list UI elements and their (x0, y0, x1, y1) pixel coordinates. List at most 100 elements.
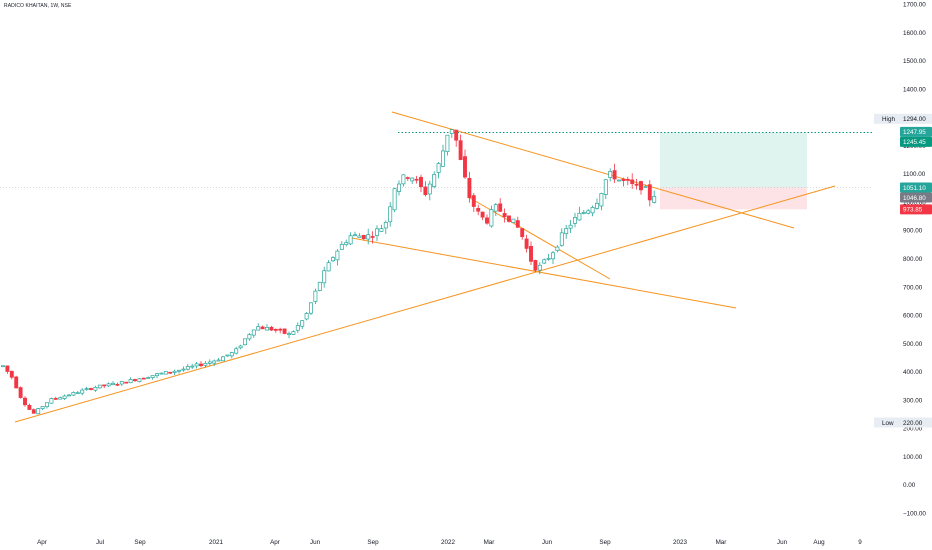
candle-body (23, 397, 27, 406)
candle-body (45, 402, 49, 408)
candle (555, 245, 560, 253)
candle (67, 393, 71, 397)
candle-body (194, 363, 199, 367)
candle (647, 180, 652, 207)
candle (458, 134, 463, 161)
price-tick-label: 400.00 (903, 369, 923, 376)
candle-body (71, 392, 76, 396)
candle (212, 359, 217, 367)
time-axis: Apr Jul Sep 2021 Apr Jun Sep 2022 Mar Jun Sep 2023 M… (37, 539, 862, 546)
candle (243, 338, 247, 346)
candle-body (102, 384, 107, 387)
candle-body (427, 183, 432, 195)
candle (392, 187, 397, 213)
candle (75, 391, 80, 395)
candle (300, 320, 305, 330)
candle-body (533, 260, 538, 271)
candle-body (639, 181, 643, 191)
candle-body (577, 212, 582, 221)
candle (524, 234, 529, 253)
candle-body (480, 211, 485, 218)
candle (551, 251, 555, 265)
candle-body (559, 232, 564, 246)
candle-body (111, 382, 115, 385)
price-tag-text: 1247.95 (903, 129, 926, 136)
candle (115, 382, 120, 387)
high-tag-box (874, 113, 932, 124)
candle (489, 205, 494, 228)
candle (168, 371, 173, 375)
price-tag-text: 1051.10 (903, 185, 926, 192)
candle (467, 171, 472, 203)
candle-body (383, 222, 388, 229)
high-tag-value: 1294.00 (903, 116, 926, 123)
candle (14, 375, 19, 389)
candle-body (397, 183, 401, 192)
candle-body (405, 177, 410, 179)
candle (89, 387, 93, 391)
candle (124, 381, 129, 384)
candle (630, 173, 635, 189)
candle-body (335, 250, 340, 261)
price-tick-label: 1100.00 (903, 171, 926, 178)
trendlines (14, 111, 836, 423)
candle-body (159, 372, 164, 375)
low-tag-box (874, 417, 932, 428)
price-tick-label: 1500.00 (903, 58, 926, 65)
candle (71, 391, 76, 397)
candle (216, 357, 221, 362)
candle (229, 351, 234, 359)
candle (309, 302, 313, 315)
candle-body (568, 224, 573, 229)
candle (97, 384, 102, 389)
candle-body (177, 369, 181, 372)
candle (313, 288, 318, 305)
price-tick-label: −100.00 (903, 511, 926, 518)
candle (542, 258, 547, 265)
candle-body (133, 379, 137, 382)
candle-body (423, 186, 428, 196)
candle (507, 215, 511, 223)
candle-body (185, 366, 190, 370)
candle-body (181, 368, 186, 371)
candle-body (287, 333, 291, 336)
candle (568, 220, 573, 233)
candle (502, 208, 507, 223)
candle (375, 225, 379, 242)
candle-body (31, 409, 36, 414)
candle-body (353, 234, 357, 237)
candle-body (388, 206, 393, 223)
candle (480, 211, 485, 221)
time-tick-label: Jun (310, 539, 321, 546)
candle (639, 180, 643, 195)
candle (304, 312, 309, 321)
candle (80, 388, 85, 396)
candle (225, 354, 230, 357)
candle (273, 328, 278, 333)
candle (643, 184, 648, 188)
candle (119, 380, 124, 387)
candle-body (155, 373, 159, 377)
candle-body (414, 178, 419, 181)
candle (370, 231, 375, 244)
candle (564, 224, 569, 239)
price-tag-text: 1245.45 (903, 139, 926, 146)
candle-body (190, 365, 195, 368)
candle (414, 175, 419, 184)
candle (652, 190, 657, 204)
candle-body (445, 134, 450, 153)
candle (31, 408, 36, 414)
candle (577, 206, 582, 221)
candle-body (97, 384, 102, 389)
candle (256, 323, 261, 331)
candle-body (322, 270, 327, 284)
low-tag-value: 220.00 (903, 420, 923, 427)
price-tick-label: 0.00 (903, 482, 916, 489)
candle-body (555, 246, 560, 251)
candle (603, 179, 608, 200)
candle (617, 179, 621, 182)
time-tick-label: Mar (484, 539, 495, 546)
candle-body (115, 383, 120, 386)
candle-body (463, 156, 467, 178)
